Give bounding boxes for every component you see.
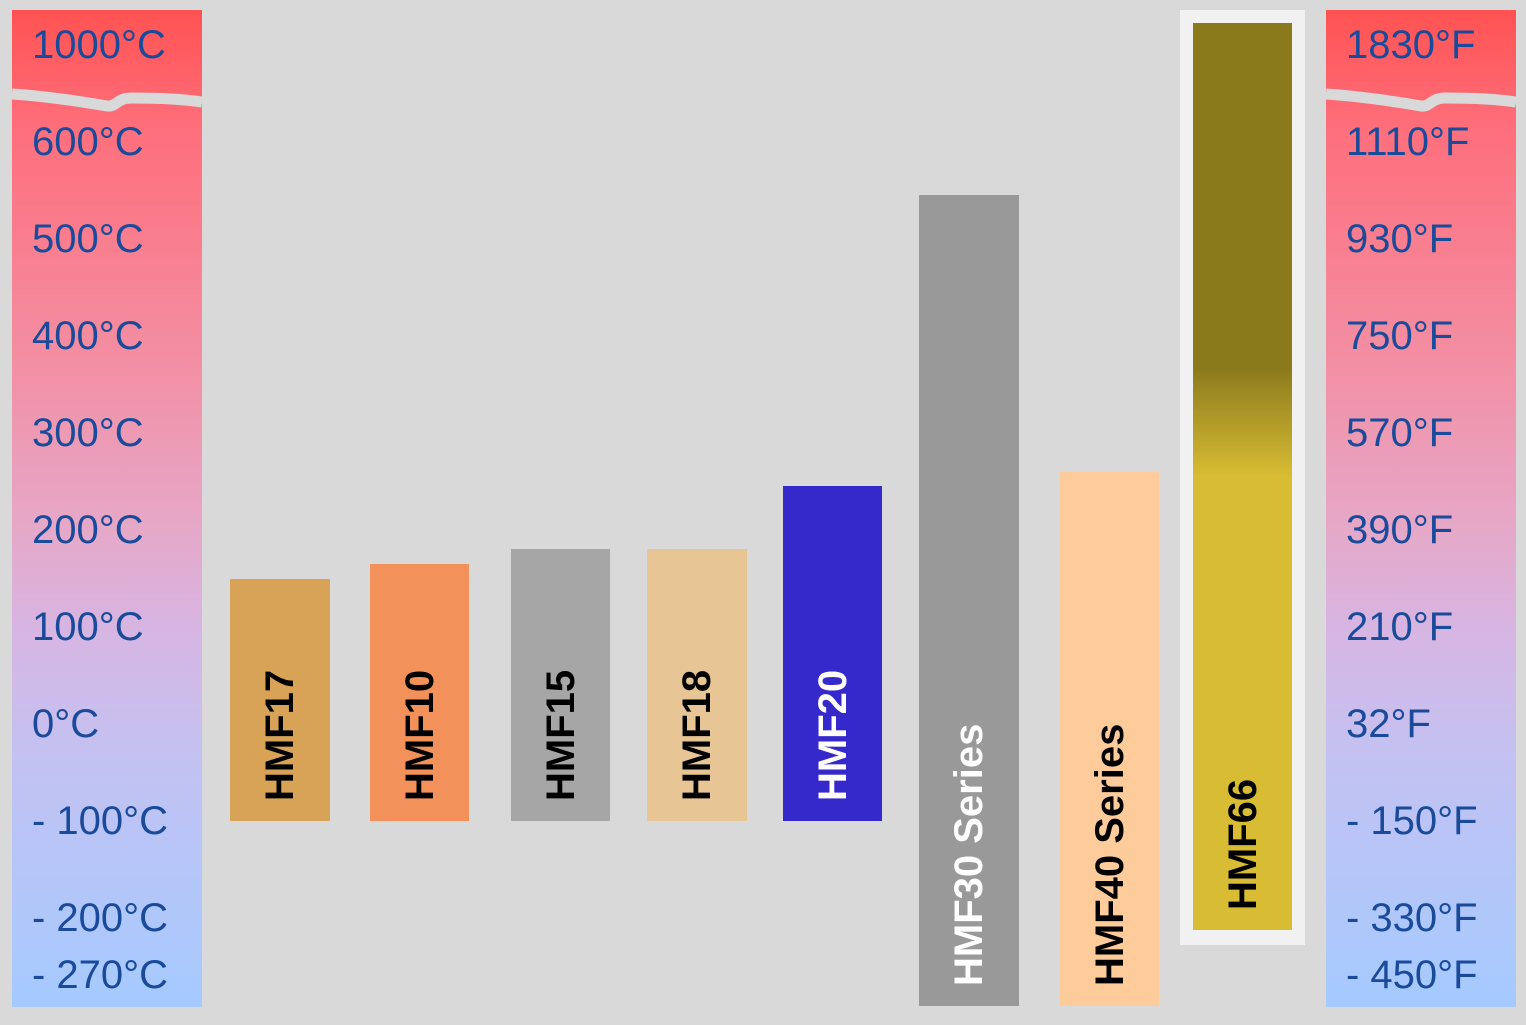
bar-hmf15: HMF15 [511,549,610,821]
celsius-tick-label: 1000°C [32,23,166,67]
celsius-tick-label: - 100°C [32,799,169,843]
bar-label: HMF40 Series [1087,723,1132,986]
fahrenheit-tick-label: 1830°F [1346,23,1476,67]
bar-hmf18: HMF18 [647,549,747,821]
bar-hmf20: HMF20 [783,486,882,821]
bar-label: HMF10 [397,669,442,801]
bar-hmf30-series: HMF30 Series [919,195,1019,1006]
fahrenheit-tick-label: 750°F [1346,314,1454,358]
fahrenheit-tick-label: - 150°F [1346,799,1478,843]
bar-label: HMF15 [538,669,583,801]
bar-hmf10: HMF10 [370,563,469,821]
bar-label: HMF66 [1220,778,1265,910]
bar-label: HMF30 Series [947,723,991,986]
fahrenheit-tick-label: 210°F [1346,605,1454,649]
bar-hmf40-series: HMF40 Series [1060,471,1159,1006]
fahrenheit-scale: 1830°F 1110°F 930°F 750°F 570°F 390°F 210°F 32°… [1326,10,1516,1007]
celsius-tick-label: - 270°C [32,953,169,997]
celsius-tick-label: 400°C [32,314,144,358]
fahrenheit-tick-label: - 330°F [1346,896,1478,940]
fahrenheit-tick-label: 570°F [1346,411,1454,455]
fahrenheit-tick-label: 1110°F [1346,120,1470,164]
fahrenheit-tick-label: - 450°F [1346,953,1478,997]
fahrenheit-tick-label: 32°F [1346,702,1431,746]
fahrenheit-tick-label: 930°F [1346,217,1454,261]
celsius-scale: 1000°C 600°C 500°C 400°C 300°C 200°C 100°C 0°C -… [12,10,202,1007]
bar-hmf17: HMF17 [230,578,330,821]
celsius-tick-label: 0°C [32,702,100,746]
celsius-tick-label: 500°C [32,217,144,261]
celsius-tick-label: 300°C [32,411,144,455]
axis-break-mark [12,88,202,112]
celsius-tick-label: - 200°C [32,896,169,940]
celsius-tick-label: 100°C [32,605,144,649]
bar-label: HMF18 [675,669,719,801]
bar-label: HMF17 [258,669,302,801]
bar-label: HMF20 [810,669,855,801]
axis-break-mark [1326,88,1516,112]
celsius-tick-label: 600°C [32,120,144,164]
bar-hmf66: HMF66 [1193,23,1292,930]
fahrenheit-tick-label: 390°F [1346,508,1454,552]
celsius-tick-label: 200°C [32,508,144,552]
